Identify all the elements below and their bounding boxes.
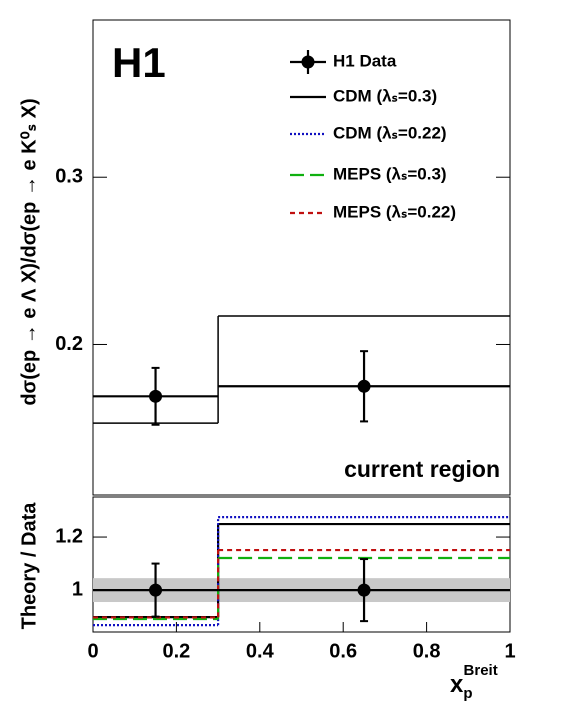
x-tick-label: 0.8: [413, 640, 441, 662]
legend-label: H1 Data: [333, 51, 397, 70]
x-label-sub: p: [463, 685, 472, 702]
legend-label: MEPS (λₛ=0.3): [333, 164, 447, 183]
legend-label: CDM (λₛ=0.22): [333, 123, 447, 142]
bottom-frame: [92, 496, 511, 633]
data-point: [149, 583, 163, 597]
x-tick-label: 0.2: [162, 640, 190, 662]
x-tick-label: 0: [87, 640, 98, 662]
data-point: [357, 583, 371, 597]
legend-label: MEPS (λₛ=0.22): [333, 202, 456, 221]
region-label: current region: [344, 456, 500, 482]
legend-label: CDM (λₛ=0.3): [333, 86, 437, 105]
y-tick-label: 1.2: [55, 525, 83, 547]
x-tick-label: 0.4: [246, 640, 275, 662]
x-axis-label: xp Breit: [450, 662, 498, 702]
data-point: [357, 379, 371, 393]
top-frame: [92, 19, 511, 496]
x-label-sup: Breit: [464, 662, 498, 679]
data-point: [149, 389, 163, 403]
x-tick-label: 1: [504, 640, 515, 662]
y-tick-label: 1: [72, 578, 83, 600]
y-tick-label: 0.2: [55, 333, 83, 355]
legend-marker: [301, 55, 315, 69]
y-axis-label: Theory / Data: [18, 502, 40, 630]
y-tick-label: 0.3: [55, 165, 83, 187]
y-axis-label: dσ(ep → e Λ X)/dσ(ep → e K⁰ₛ X): [18, 98, 40, 405]
x-label-symbol: x: [450, 671, 464, 698]
x-tick-label: 0.6: [329, 640, 357, 662]
experiment-label: H1: [112, 39, 166, 86]
